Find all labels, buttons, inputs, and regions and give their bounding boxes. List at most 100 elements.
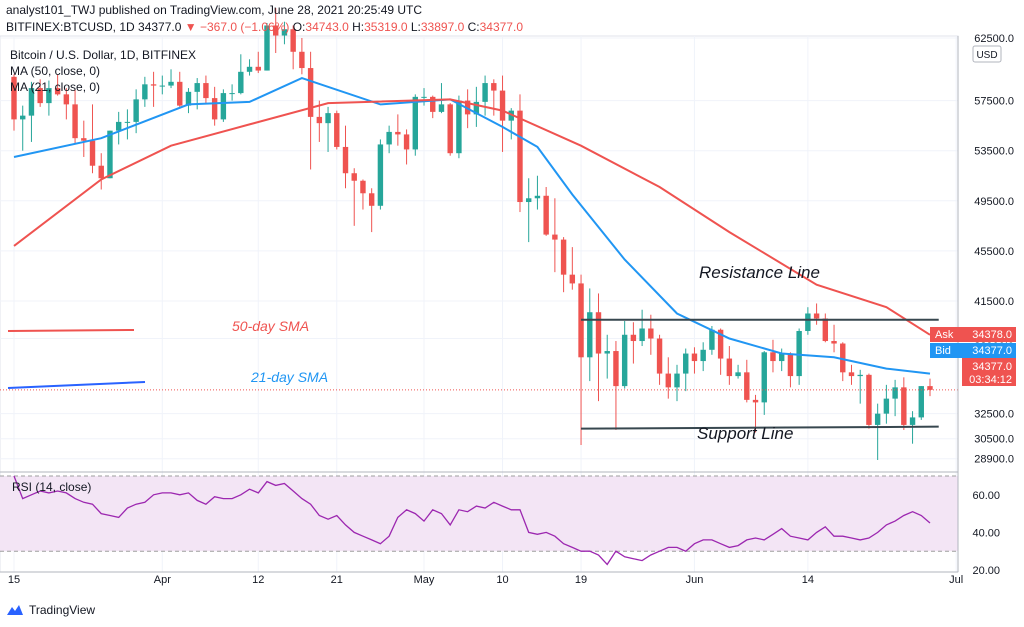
- candle-body: [691, 353, 698, 362]
- candle-body: [20, 115, 26, 120]
- candle-body: [185, 91, 192, 106]
- time-tick-label: Jun: [686, 574, 704, 586]
- ask-tag-value: 34378.0: [972, 329, 1012, 341]
- candle-body: [37, 88, 43, 104]
- moving-averages: [7, 77, 931, 389]
- candle-body: [552, 234, 558, 240]
- candle-body: [543, 195, 549, 235]
- rsi-series: [13, 475, 931, 566]
- candle-body: [194, 83, 200, 92]
- candle-body: [142, 84, 148, 100]
- sma50-swatch: [7, 329, 135, 332]
- candle-body: [360, 180, 366, 194]
- legend-ma21: MA (21, close, 0): [10, 80, 100, 94]
- candle-body: [909, 417, 916, 425]
- candle-body: [307, 68, 314, 117]
- candle-body: [238, 71, 244, 94]
- rsi-line: [13, 475, 931, 566]
- candle-body: [630, 334, 637, 342]
- bar-countdown: 03:34:12: [969, 374, 1012, 386]
- last-price-value: 34377.0: [972, 361, 1012, 373]
- candle-body: [395, 131, 401, 135]
- candle-body: [604, 351, 610, 354]
- open-value: 34743.0: [305, 20, 349, 34]
- candle-body: [281, 29, 288, 36]
- candle-body: [246, 66, 253, 72]
- legend-title: Bitcoin / U.S. Dollar, 1D, BITFINEX: [10, 48, 196, 62]
- candle-body: [342, 146, 349, 174]
- bid-tag-value: 34377.0: [972, 345, 1012, 357]
- candle-body: [831, 341, 837, 344]
- price-change: ▼ −367.0 (−1.06%): [184, 20, 290, 34]
- currency-label: USD: [976, 50, 997, 61]
- candle-body: [778, 353, 785, 362]
- candle-body: [211, 98, 218, 120]
- candle-body: [874, 413, 881, 425]
- close-value: 34377.0: [479, 20, 523, 34]
- candle-body: [621, 334, 628, 387]
- candle-body: [517, 110, 523, 203]
- candle-body: [569, 274, 576, 284]
- candle-body: [273, 25, 279, 36]
- legend-rsi: RSI (14, close): [12, 480, 91, 494]
- rsi-band-fill: [0, 476, 958, 552]
- low-value: 33897.0: [420, 20, 465, 34]
- candle-body: [526, 198, 532, 203]
- candle-body: [177, 81, 183, 106]
- price-tick-label: 57500.0: [974, 96, 1014, 108]
- time-tick-label: 21: [331, 574, 343, 586]
- candle-body: [421, 96, 427, 98]
- time-tick-label: 14: [802, 574, 814, 586]
- candle-body: [587, 312, 593, 358]
- candle-body: [595, 312, 602, 354]
- time-tick-label: May: [414, 574, 435, 586]
- bid-tag-label: Bid: [935, 345, 951, 357]
- candle-body: [386, 131, 392, 145]
- candle-body: [63, 94, 70, 105]
- bid-tag: [930, 343, 1016, 358]
- ask-tag: [930, 327, 1016, 342]
- candle-body: [761, 352, 767, 403]
- candle-body: [229, 93, 235, 95]
- price-tick-label: 30500.0: [974, 434, 1014, 446]
- candle-body: [368, 193, 375, 206]
- candle-body: [473, 101, 480, 115]
- candle-body: [325, 113, 331, 124]
- time-tick-label: 10: [496, 574, 508, 586]
- candle-body: [683, 353, 689, 374]
- price-tick-label: 49500.0: [974, 196, 1014, 208]
- footer[interactable]: TradingView: [6, 603, 95, 617]
- candle-body: [700, 349, 706, 362]
- candle-body: [674, 373, 680, 388]
- candle-body: [430, 96, 436, 112]
- candle-body: [456, 100, 462, 154]
- support-line: [581, 425, 939, 430]
- time-tick-label: Apr: [154, 574, 171, 586]
- candle-body: [787, 353, 794, 377]
- time-axis[interactable]: 15 Apr 12 21 May 10 19 Jun 14 Jul: [0, 571, 963, 586]
- candle-body: [752, 399, 759, 403]
- candle-body: [499, 90, 506, 121]
- price-tick-label: 45500.0: [974, 246, 1014, 258]
- candle-body: [150, 84, 157, 86]
- price-axis[interactable]: 62500.0 57500.0 53500.0 49500.0 45500.0 41500…: [957, 33, 1014, 577]
- candle-body: [665, 373, 671, 388]
- candle-body: [72, 104, 78, 139]
- candle-body: [840, 343, 846, 373]
- candle-body: [482, 83, 488, 102]
- ask-tag-label: Ask: [935, 329, 954, 341]
- ma50-line: [13, 98, 931, 336]
- time-tick-label: Jul: [949, 574, 963, 586]
- time-tick-label: 15: [8, 574, 20, 586]
- candle-body: [316, 116, 323, 124]
- candle-body: [133, 99, 139, 122]
- candle-body: [639, 328, 645, 342]
- currency-badge[interactable]: [972, 45, 1002, 63]
- candle-body: [54, 88, 61, 95]
- candle-body: [299, 51, 305, 69]
- candle-body: [438, 104, 445, 112]
- candle-body: [613, 351, 619, 387]
- ma21-line: [13, 77, 931, 375]
- candle-body: [89, 140, 96, 166]
